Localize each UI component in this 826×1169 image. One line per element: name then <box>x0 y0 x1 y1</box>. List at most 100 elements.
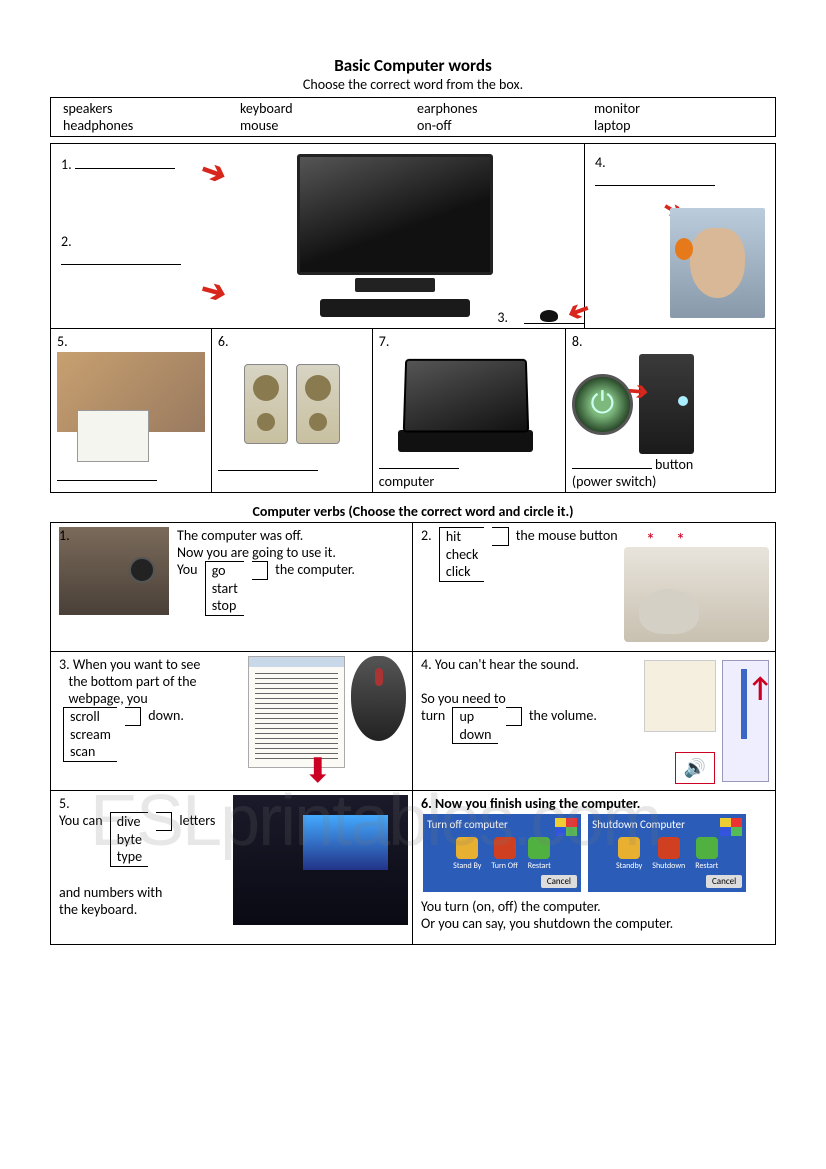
option[interactable]: start <box>212 580 238 598</box>
arrow-icon: ➔ <box>627 376 650 407</box>
blank-2[interactable] <box>61 250 181 265</box>
v6-text: Or you can say, you shutdown the compute… <box>421 915 767 932</box>
q7-num: 7. <box>379 333 390 350</box>
option[interactable]: go <box>212 562 238 580</box>
v6-text: Now you finish using the computer. <box>435 795 640 812</box>
q1-num: 1. <box>61 156 72 173</box>
v6-num: 6. <box>421 795 432 812</box>
icon-label: Shutdown <box>652 861 685 871</box>
scroll-mouse-image <box>351 656 406 741</box>
v4-text: You can't hear the sound. <box>435 656 579 673</box>
q3-num: 3. <box>497 309 508 326</box>
press-button-image <box>59 527 169 615</box>
word-bank-item: headphones <box>59 117 236 134</box>
word-bank-item: mouse <box>236 117 413 134</box>
blank-7[interactable] <box>379 454 459 469</box>
word-bank-item: on-off <box>413 117 590 134</box>
blank-5[interactable] <box>57 466 157 481</box>
icon-label: Restart <box>695 861 718 871</box>
section2-title: Computer verbs (Choose the correct word … <box>50 503 776 520</box>
v4-text: So you need to <box>421 690 506 707</box>
word-bank: speakers keyboard earphones monitor head… <box>50 97 776 137</box>
bracket-right-icon <box>252 561 268 580</box>
verb-cell-1: 1. The computer was off. Now you are goi… <box>51 523 413 652</box>
v3-text: down. <box>148 707 184 724</box>
blank-4[interactable] <box>595 171 715 186</box>
option[interactable]: down <box>459 726 491 744</box>
v5-num: 5. <box>59 795 70 812</box>
v4-num: 4. <box>421 656 432 673</box>
bracket-right-icon <box>506 707 522 726</box>
verb-cell-5: 5. You can dive byte type letters and nu… <box>51 791 413 944</box>
windows-logo-icon <box>555 818 577 836</box>
blank-1[interactable] <box>75 154 175 169</box>
restart-icon <box>696 837 718 859</box>
listening-image <box>644 660 716 732</box>
q7-caption: computer <box>379 473 434 490</box>
earphones-image <box>57 352 205 432</box>
worksheet-page: Basic Computer words Choose the correct … <box>0 0 826 975</box>
verbs-section: 1. The computer was off. Now you are goi… <box>50 522 776 945</box>
option[interactable]: dive <box>117 813 142 831</box>
restart-icon <box>528 837 550 859</box>
option[interactable]: check <box>446 546 479 564</box>
q4-num: 4. <box>595 154 606 171</box>
option[interactable]: hit <box>446 528 479 546</box>
bracket-left-icon: up down <box>452 707 497 744</box>
typing-image <box>233 795 408 925</box>
option[interactable]: stop <box>212 597 238 615</box>
blank-6[interactable] <box>218 456 318 471</box>
page-title: Basic Computer words <box>50 55 776 76</box>
option[interactable]: type <box>117 848 142 866</box>
bracket-left-icon: go start stop <box>205 561 244 616</box>
cell-speakers: 6. <box>212 329 373 492</box>
icon-label: Stand By <box>453 861 481 871</box>
v6-text: You turn (on, off) the computer. <box>421 898 767 915</box>
cell-power: 8. ➔ button (power switch) <box>566 329 775 492</box>
option[interactable]: scroll <box>70 708 111 726</box>
bracket-right-icon <box>156 812 172 831</box>
standby-icon <box>456 837 478 859</box>
word-bank-item: speakers <box>59 100 236 117</box>
mouse-hand-image <box>624 547 769 642</box>
power-icon <box>572 374 633 435</box>
option[interactable]: click <box>446 563 479 581</box>
v3-num: 3. <box>59 656 70 673</box>
v3-text: webpage, you <box>69 690 148 707</box>
standby-icon <box>618 837 640 859</box>
shutdown-icon <box>658 837 680 859</box>
verb-cell-6: 6. Now you finish using the computer. Tu… <box>413 791 775 944</box>
turnoff-icon <box>494 837 516 859</box>
verb-cell-4: 4. You can't hear the sound. So you need… <box>413 652 775 791</box>
v1-text: The computer was off. <box>177 527 404 544</box>
icon-label: Standby <box>616 861 642 871</box>
cell-monitor-keyboard-mouse: 1. 2. 3. ➔ ➔ ➔ <box>51 144 585 328</box>
blank-8[interactable] <box>572 454 652 469</box>
shutdown-dialog-2: Shutdown Computer Standby Shutdown Resta… <box>588 814 746 892</box>
option[interactable]: scan <box>70 743 111 761</box>
bracket-left-icon: dive byte type <box>110 812 148 867</box>
word-bank-item: monitor <box>590 100 767 117</box>
q5-num: 5. <box>57 333 68 350</box>
word-bank-item: laptop <box>590 117 767 134</box>
cell-laptop: 7. computer <box>373 329 566 492</box>
option[interactable]: scream <box>70 726 111 744</box>
tower-image <box>639 354 694 454</box>
option[interactable]: byte <box>117 831 142 849</box>
verb-cell-2: 2. hit check click the mouse button * * <box>413 523 775 652</box>
monitor-image: 3. <box>211 154 578 324</box>
cancel-button: Cancel <box>541 875 577 888</box>
cancel-button: Cancel <box>706 875 742 888</box>
word-bank-item: keyboard <box>236 100 413 117</box>
v5-text: letters <box>179 812 215 829</box>
q8-suffix: button <box>655 456 693 473</box>
windows-logo-icon <box>720 818 742 836</box>
v4-text: the volume. <box>529 707 597 724</box>
arrow-up-icon: ↑ <box>748 670 773 705</box>
option[interactable]: up <box>459 708 491 726</box>
v1-num: 1. <box>59 527 70 544</box>
v3-text: the bottom part of the <box>69 673 197 690</box>
speakers-image <box>218 364 366 444</box>
bracket-right-icon <box>125 707 141 726</box>
v1-text: the computer. <box>275 561 355 578</box>
